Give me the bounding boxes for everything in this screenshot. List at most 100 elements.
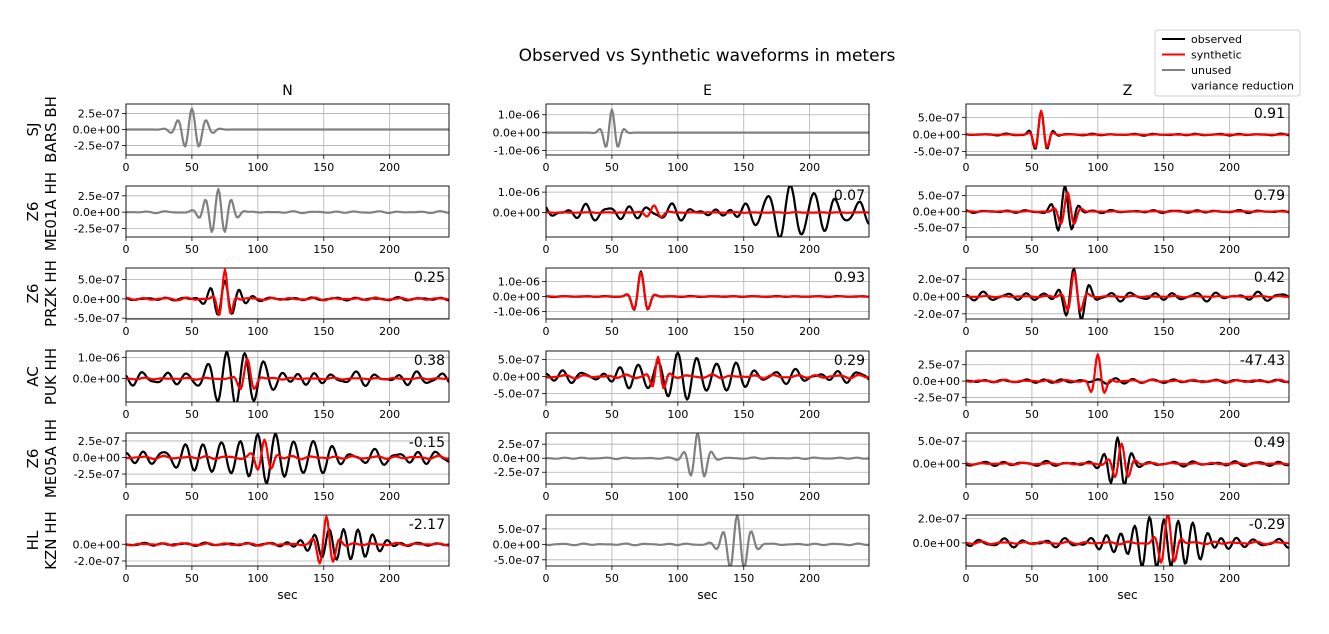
x-tick-label: 50 [185, 161, 199, 174]
station-name-label: ME01A HH [42, 172, 60, 251]
x-tick-label: 100 [667, 408, 688, 421]
legend-label-synthetic: synthetic [1191, 49, 1242, 62]
y-tick-label: 0.0e+00 [73, 452, 120, 465]
panel-frame [125, 514, 450, 567]
observed-trace [966, 110, 1289, 150]
station-network-label: Z6 [24, 202, 42, 222]
panel-frame [125, 185, 450, 238]
x-tick-label: 0 [543, 572, 550, 585]
x-tick-label: 200 [1219, 572, 1240, 585]
x-tick-label: 0 [123, 572, 130, 585]
x-tick-label: 100 [247, 572, 268, 585]
x-tick-label: 0 [123, 408, 130, 421]
station-name-label: BARS BH [42, 96, 60, 163]
y-tick-label: -5.0e-07 [914, 146, 960, 159]
y-tick-label: 0.0e+00 [73, 293, 120, 306]
variance-reduction-label: 0.79 [1254, 188, 1285, 204]
x-tick-label: 200 [1219, 490, 1240, 503]
synthetic-trace [126, 515, 449, 565]
y-tick-label: 0.0e+00 [493, 127, 540, 140]
observed-trace [546, 270, 869, 311]
legend-label-observed: observed [1191, 33, 1242, 46]
y-tick-label: 0.0e+00 [73, 124, 120, 137]
y-tick-label: 0.0e+00 [73, 373, 120, 386]
variance-reduction-label: 0.25 [414, 270, 445, 286]
x-tick-label: 100 [247, 408, 268, 421]
y-tick-label: 0.0e+00 [493, 538, 540, 551]
observed-trace [966, 186, 1289, 232]
panel-hl-kzn-n: 0.0e+00 -2.0e-070 50 100 150 200 -2.17 sec [73, 514, 450, 602]
x-tick-label: 100 [247, 161, 268, 174]
y-tick-label: 2.0e-07 [918, 273, 960, 286]
x-tick-label: 50 [185, 490, 199, 503]
y-tick-label: -2.0e-07 [74, 555, 120, 568]
y-tick-label: 2.5e-07 [918, 359, 960, 372]
x-tick-label: 200 [799, 325, 820, 338]
x-tick-label: 150 [1153, 490, 1174, 503]
panel-frame [965, 432, 1290, 485]
synthetic-trace [546, 271, 869, 311]
x-tick-label: 150 [733, 572, 754, 585]
panel-z6-me05a-e: 2.5e-070.0e+00-2.5e-070 50 100 150 200 [493, 432, 870, 503]
y-tick-label: 5.0e-07 [918, 112, 960, 125]
panel-frame [125, 103, 450, 156]
unused-trace [126, 107, 449, 148]
x-tick-label: 50 [1025, 572, 1039, 585]
component-header-z: Z [1123, 83, 1133, 99]
x-tick-label: 200 [799, 161, 820, 174]
x-tick-label: 100 [1087, 572, 1108, 585]
y-tick-label: 5.0e-07 [78, 274, 120, 287]
x-tick-label: 50 [605, 161, 619, 174]
synthetic-trace [126, 268, 449, 316]
variance-reduction-label: -0.29 [1249, 517, 1285, 533]
panel-hl-kzn-e: 5.0e-07 0.0e+00 -5.0e-070 50 100 150 200 sec [493, 514, 870, 602]
x-tick-label: 100 [667, 325, 688, 338]
station-name-label: PUK HH [42, 348, 60, 405]
x-tick-label: 100 [667, 243, 688, 256]
x-tick-label: 50 [185, 243, 199, 256]
synthetic-trace [966, 191, 1289, 226]
y-tick-label: -2.5e-07 [74, 223, 120, 236]
panel-z6-me01a-z: 5.0e-07 0.0e+00 -5.0e-070 50 100 150 200 0.79 [913, 185, 1290, 256]
x-tick-label: 100 [667, 161, 688, 174]
panel-grid: SJ BARS BH 2.5e-070.0e+00-2.5e-070 50 100 150… [24, 96, 1290, 602]
y-tick-label: 0.0e+00 [493, 452, 540, 465]
y-tick-label: -5.0e-07 [494, 388, 540, 401]
y-tick-label: 1.0e-06 [498, 109, 540, 122]
x-tick-label: 150 [313, 243, 334, 256]
synthetic-trace [966, 353, 1289, 394]
component-header-n: N [282, 83, 292, 99]
x-tick-label: 0 [123, 325, 130, 338]
variance-reduction-label: -2.17 [409, 517, 445, 533]
station-network-label: Z6 [24, 284, 42, 304]
x-tick-label: 150 [1153, 572, 1174, 585]
y-tick-label: 5.0e-07 [918, 190, 960, 203]
x-tick-label: 50 [605, 243, 619, 256]
panel-frame [965, 103, 1290, 156]
panel-z6-przk-n: 5.0e-07 0.0e+00 -5.0e-070 50 100 150 200 0.25 [73, 267, 450, 338]
x-tick-label: 0 [123, 490, 130, 503]
x-tick-label: 50 [185, 572, 199, 585]
x-tick-label: 0 [963, 325, 970, 338]
panel-z6-me05a-n: 2.5e-07 0.0e+00 -2.5e-070 50 100 150 200 -0.15 [73, 432, 450, 503]
panel-frame [545, 103, 870, 156]
y-tick-label: -5.0e-07 [494, 554, 540, 567]
x-tick-label: 100 [1087, 490, 1108, 503]
y-tick-label: 5.0e-07 [498, 523, 540, 536]
x-tick-label: 50 [605, 408, 619, 421]
panel-sj-bars-z: 5.0e-07 0.0e+00 -5.0e-070 50 100 150 200 0.91 [913, 103, 1290, 174]
panel-frame [545, 350, 870, 403]
y-tick-label: 0.0e+00 [913, 375, 960, 388]
x-tick-label: 200 [1219, 243, 1240, 256]
x-tick-label: 0 [123, 161, 130, 174]
x-tick-label: 100 [1087, 161, 1108, 174]
variance-reduction-label: 0.49 [1254, 435, 1285, 451]
panel-z6-przk-e: 1.0e-06 0.0e+00 -1.0e-060 50 100 150 200 0.93 [493, 267, 870, 338]
unused-trace [546, 515, 869, 566]
x-tick-label: 200 [379, 572, 400, 585]
x-tick-label: 150 [313, 325, 334, 338]
x-tick-label: 150 [1153, 161, 1174, 174]
x-axis-label: sec [1117, 588, 1137, 602]
x-tick-label: 50 [185, 408, 199, 421]
panel-frame [125, 267, 450, 320]
